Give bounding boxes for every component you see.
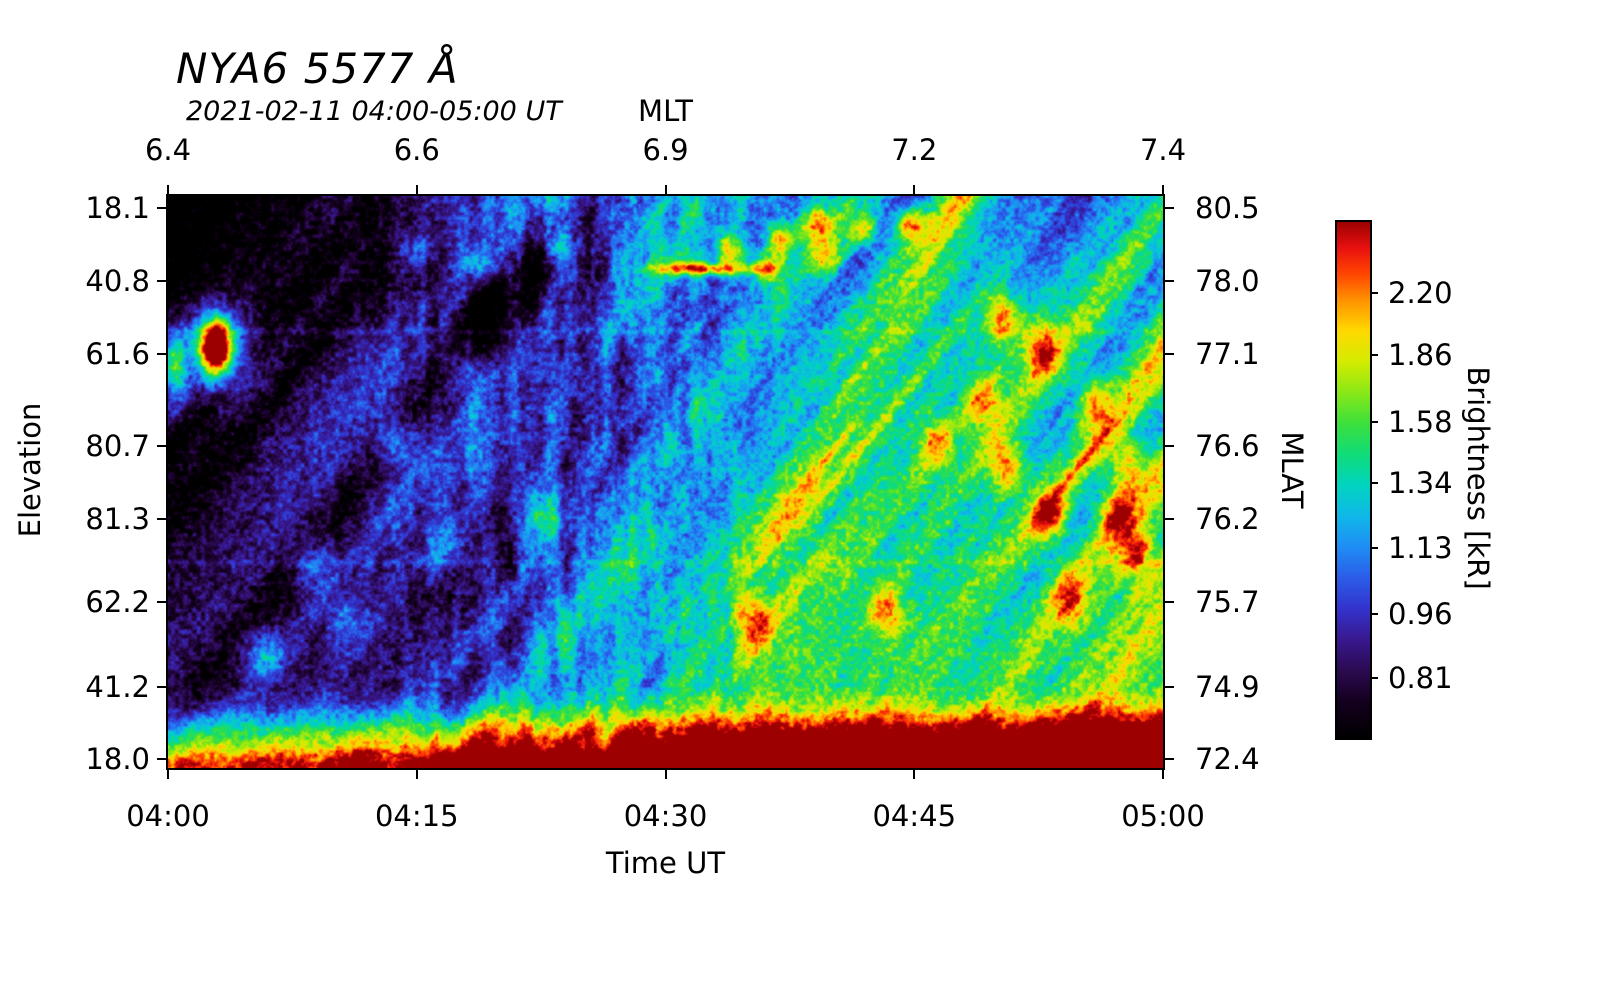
colorbar-tick-label: 1.13: [1388, 531, 1453, 566]
top-axis-label: MLT: [638, 94, 693, 128]
bottom-axis-tick-label: 04:00: [126, 799, 210, 833]
right-axis-tick-label: 75.7: [1195, 585, 1260, 620]
plot-subtitle: 2021-02-11 04:00-05:00 UT: [186, 96, 562, 127]
right-axis-tick: [1165, 757, 1174, 760]
right-axis-tick: [1165, 352, 1174, 355]
left-axis-tick: [157, 518, 166, 521]
colorbar-tick-label: 2.20: [1388, 276, 1453, 311]
top-axis-tick: [1162, 185, 1164, 194]
right-axis-tick-label: 77.1: [1195, 336, 1260, 371]
right-axis-label: MLAT: [1275, 431, 1309, 509]
bottom-axis-label: Time UT: [605, 846, 726, 880]
top-axis-tick: [913, 185, 916, 194]
colorbar-tick: [1370, 354, 1378, 357]
bottom-axis-tick-label: 04:45: [872, 799, 957, 833]
left-axis-tick: [157, 352, 166, 355]
colorbar-tick: [1370, 677, 1378, 680]
top-axis-tick: [415, 185, 418, 194]
bottom-axis-tick: [167, 770, 169, 779]
right-axis-tick: [1165, 685, 1174, 688]
colorbar-tick-label: 0.96: [1388, 597, 1453, 632]
right-axis-tick-label: 76.6: [1195, 428, 1260, 463]
top-axis-tick-label: 7.4: [1139, 133, 1187, 167]
colorbar-tick-label: 0.81: [1388, 661, 1453, 696]
right-axis-tick: [1165, 207, 1174, 209]
right-axis-tick: [1165, 601, 1174, 604]
colorbar-tick: [1370, 613, 1378, 616]
right-axis-tick: [1165, 518, 1174, 521]
top-axis-tick: [664, 185, 667, 194]
left-axis-tick-label: 40.8: [85, 264, 150, 299]
left-axis-tick-label: 81.3: [85, 502, 150, 537]
left-axis-tick: [157, 601, 166, 604]
right-axis-tick: [1165, 444, 1174, 447]
bottom-axis-tick: [664, 770, 667, 779]
colorbar-label: Brightness [kR]: [1461, 366, 1495, 590]
right-axis-tick: [1165, 280, 1174, 283]
left-axis-tick-label: 41.2: [85, 669, 150, 704]
top-axis-tick-label: 7.2: [891, 133, 938, 167]
right-axis-tick-label: 78.0: [1195, 264, 1260, 299]
right-axis-tick-label: 74.9: [1195, 669, 1260, 704]
left-axis-tick-label: 61.6: [85, 336, 150, 371]
colorbar-gradient: [1337, 222, 1370, 738]
heatmap-canvas: [168, 196, 1163, 768]
left-axis-tick: [157, 444, 166, 447]
left-axis-label: Elevation: [13, 402, 47, 538]
left-axis-tick-label: 80.7: [85, 428, 150, 463]
left-axis-tick: [157, 207, 166, 209]
left-axis-tick: [157, 685, 166, 688]
top-axis-tick-label: 6.9: [642, 133, 689, 167]
bottom-axis-tick: [415, 770, 418, 779]
left-axis-tick-label: 62.2: [85, 585, 150, 620]
colorbar-tick-label: 1.34: [1388, 466, 1453, 501]
left-axis-tick-label: 18.1: [85, 191, 150, 225]
bottom-axis-tick: [1162, 770, 1164, 779]
colorbar-tick: [1370, 292, 1378, 295]
bottom-axis-tick-label: 05:00: [1121, 799, 1205, 833]
colorbar-tick-label: 1.86: [1388, 338, 1453, 373]
left-axis-tick: [157, 757, 166, 760]
left-axis-tick: [157, 280, 166, 283]
right-axis-tick-label: 76.2: [1195, 502, 1260, 537]
right-axis-tick-label: 72.4: [1195, 741, 1260, 776]
right-axis-tick-label: 80.5: [1195, 191, 1260, 225]
colorbar-tick: [1370, 482, 1378, 485]
plot-frame: [166, 194, 1165, 770]
colorbar-tick: [1370, 421, 1378, 424]
colorbar-tick: [1370, 547, 1378, 550]
top-axis-tick: [167, 185, 169, 194]
bottom-axis-tick: [913, 770, 916, 779]
bottom-axis-tick-label: 04:30: [623, 799, 708, 833]
bottom-axis-tick-label: 04:15: [374, 799, 459, 833]
colorbar-frame: [1335, 220, 1372, 740]
top-axis-tick-label: 6.6: [393, 133, 440, 167]
plot-title: NYA6 5577 Å: [176, 44, 459, 93]
colorbar-tick-label: 1.58: [1388, 405, 1453, 440]
left-axis-tick-label: 18.0: [85, 741, 150, 776]
top-axis-tick-label: 6.4: [144, 133, 192, 167]
